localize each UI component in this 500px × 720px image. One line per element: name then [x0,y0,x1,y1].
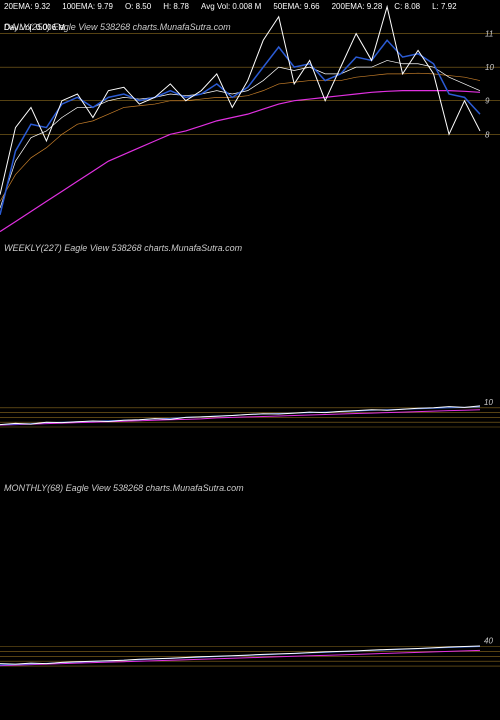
dayvol-label: Day Vol: 0.006 M [4,23,65,32]
low-label: L: 7.92 [432,2,456,11]
svg-text:10: 10 [484,398,493,407]
svg-text:10: 10 [485,63,494,72]
monthly-panel-label: MONTHLY(68) Eagle View 538268 charts.Mun… [4,483,244,493]
ema20-label: 20EMA: 9.32 [4,2,50,11]
monthly-chart-svg: 40 [0,475,500,720]
svg-text:9: 9 [485,97,490,106]
monthly-chart-panel: MONTHLY(68) Eagle View 538268 charts.Mun… [0,475,500,720]
high-label: H: 8.78 [163,2,189,11]
close-label: C: 8.08 [394,2,420,11]
avgvol-label: Avg Vol: 0.008 M [201,2,261,11]
daily-chart-svg: 891011 [0,0,500,235]
weekly-chart-panel: WEEKLY(227) Eagle View 538268 charts.Mun… [0,235,500,475]
daily-chart-panel: DAILY(250) Eagle View 538268 charts.Muna… [0,0,500,235]
ema200-label: 200EMA: 9.28 [332,2,383,11]
svg-text:40: 40 [484,637,493,646]
svg-text:8: 8 [485,130,490,139]
weekly-panel-label: WEEKLY(227) Eagle View 538268 charts.Mun… [4,243,242,253]
ema50-label: 50EMA: 9.66 [273,2,319,11]
weekly-chart-svg: 10 [0,235,500,475]
chart-header: 20EMA: 9.32 100EMA: 9.79 O: 8.50 H: 8.78… [4,2,496,32]
ema100-label: 100EMA: 9.79 [62,2,113,11]
open-label: O: 8.50 [125,2,151,11]
